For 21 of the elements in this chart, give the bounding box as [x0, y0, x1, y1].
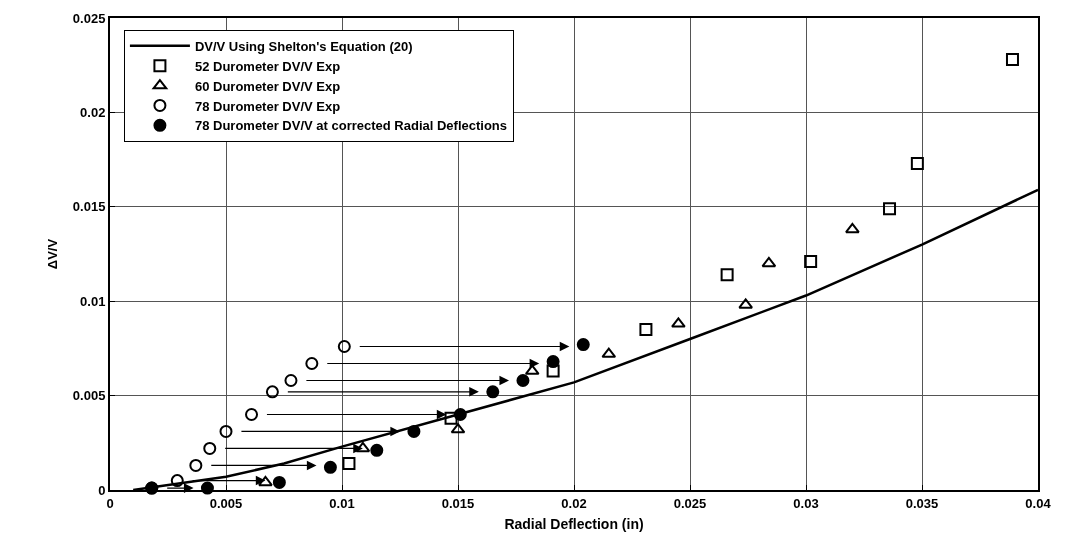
x-tick-label: 0.01 — [329, 495, 355, 511]
x-tick-label: 0.015 — [441, 495, 475, 511]
legend-label: 78 Durometer DV/V Exp — [194, 98, 341, 114]
x-axis-title: Radial Deflection (in) — [504, 516, 644, 533]
x-tick-label: 0.035 — [905, 495, 939, 511]
legend-label: 52 Durometer DV/V Exp — [194, 58, 341, 74]
y-tick-label: 0.02 — [80, 104, 106, 120]
x-tick-label: 0.03 — [793, 495, 819, 511]
legend-label: DV/V Using Shelton's Equation (20) — [194, 38, 413, 54]
legend-label: 60 Durometer DV/V Exp — [194, 78, 341, 94]
legend-label: 78 Durometer DV/V at corrected Radial Deflections — [194, 118, 508, 134]
y-axis-title: ΔV/V — [45, 238, 61, 270]
y-tick-label: 0 — [98, 482, 106, 498]
y-tick-label: 0.005 — [72, 388, 106, 404]
y-tick-label: 0.01 — [80, 293, 106, 309]
x-tick-label: 0.025 — [673, 495, 707, 511]
x-tick-label: 0.02 — [561, 495, 587, 511]
x-tick-label: 0.005 — [209, 495, 243, 511]
x-tick-label: 0.04 — [1025, 495, 1052, 511]
y-tick-label: 0.025 — [72, 10, 106, 26]
y-tick-label: 0.015 — [72, 199, 106, 215]
